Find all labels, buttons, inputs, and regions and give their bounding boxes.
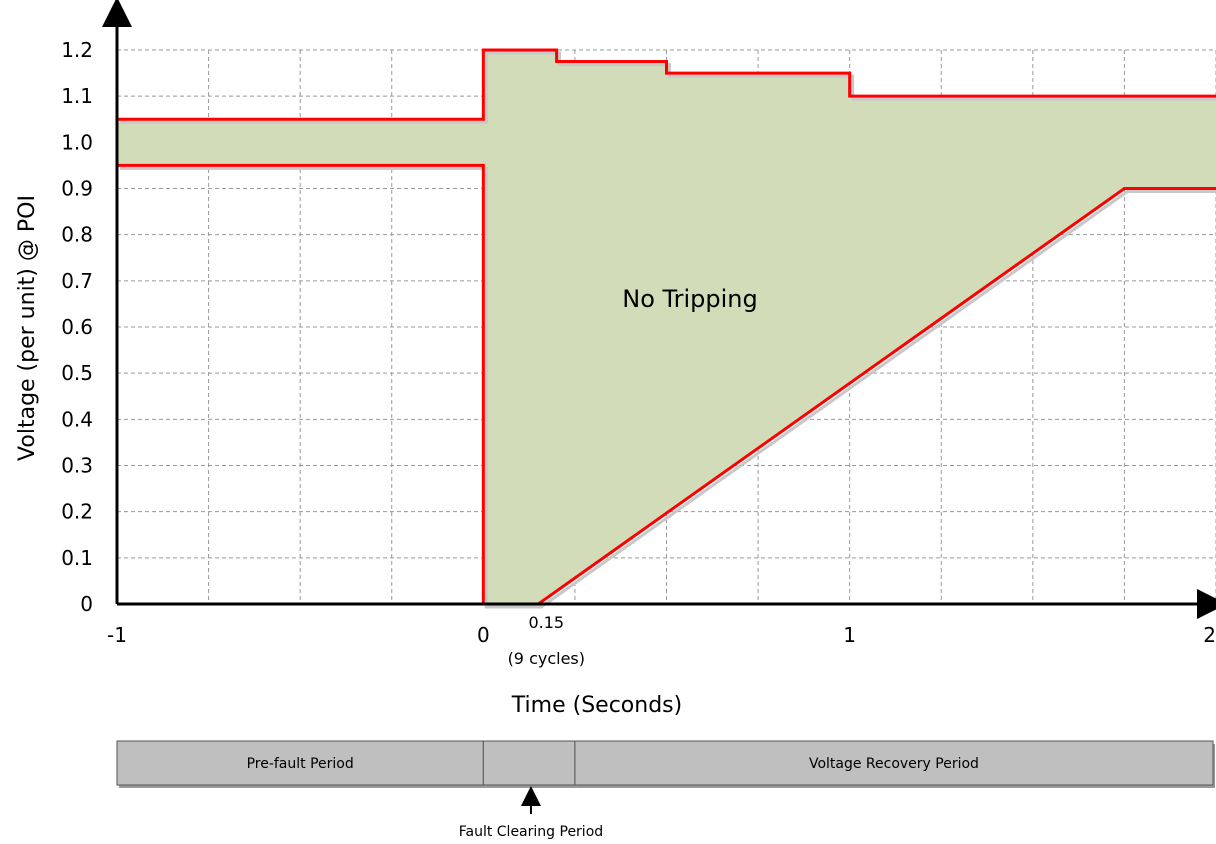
x-tick-sublabel: (9 cycles) <box>508 649 585 668</box>
x-tick-label: 2 <box>1203 623 1216 647</box>
y-tick-label: 0.8 <box>61 223 93 247</box>
y-tick-label: 1.1 <box>61 84 93 108</box>
period-segment <box>482 740 576 786</box>
y-tick-label: 0.6 <box>61 315 93 339</box>
y-tick-label: 0.7 <box>61 269 93 293</box>
y-tick-label: 0.5 <box>61 361 93 385</box>
period-segment <box>116 740 484 786</box>
x-axis-title: Time (Seconds) <box>511 693 682 718</box>
no-tripping-region <box>117 50 1216 604</box>
y-tick-label: 0.9 <box>61 177 93 201</box>
no-tripping-area <box>117 50 1216 604</box>
y-tick-label: 1.0 <box>61 130 93 154</box>
x-tick-label: 1 <box>843 623 856 647</box>
x-tick-label: 0 <box>477 623 490 647</box>
period-label: Pre-fault Period <box>247 756 354 772</box>
tick-labels: 0 0.1 0.2 0.3 0.4 0.5 0.6 0.7 0.8 0.9 1.0 1.1 1.2 -1 0… <box>61 38 1216 668</box>
y-tick-label: 0.2 <box>61 500 93 524</box>
y-tick-label: 0 <box>80 592 93 616</box>
axes <box>102 0 1216 619</box>
y-tick-label: 0.4 <box>61 407 93 431</box>
x-tick-label: -1 <box>107 623 127 647</box>
y-tick-label: 1.2 <box>61 38 93 62</box>
y-tick-label: 0.1 <box>61 546 93 570</box>
upper-boundary-line <box>117 48 1216 121</box>
y-axis-title: Voltage (per unit) @ POI <box>15 195 40 461</box>
fault-clearing-label: Fault Clearing Period <box>459 824 603 840</box>
period-bar: Pre-fault Period Voltage Recovery Period F… <box>116 740 1215 840</box>
period-label: Voltage Recovery Period <box>809 756 979 772</box>
boundary-shadow <box>120 166 1216 609</box>
labels: Time (Seconds) Voltage (per unit) @ POI No… <box>15 195 758 718</box>
x-tick-label-special: 0.15 <box>528 613 564 632</box>
boundary-shadow <box>120 51 1216 124</box>
period-segment <box>574 740 1214 786</box>
y-tick-label: 0.3 <box>61 454 93 478</box>
region-label: No Tripping <box>622 285 758 313</box>
